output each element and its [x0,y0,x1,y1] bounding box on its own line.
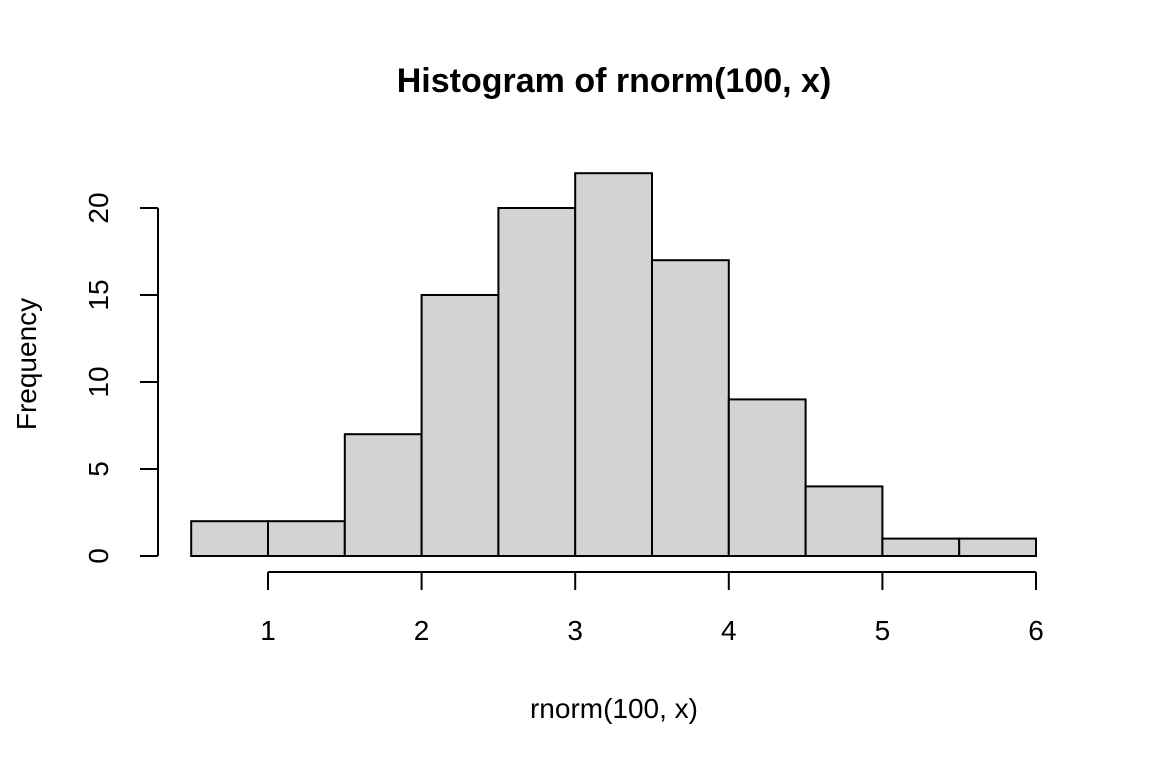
bars-group [190,172,1038,558]
y-tick-label: 0 [83,548,114,564]
x-axis-label: rnorm(100, x) [530,693,698,724]
y-axis: 0 5 10 15 20 [83,192,159,564]
y-tick-label: 10 [83,366,114,397]
histogram-bar-6 [574,172,654,557]
y-tick-label: 20 [83,192,114,223]
x-axis: 1 2 3 4 5 6 [260,571,1044,646]
histogram-bar-4 [420,294,500,557]
histogram-bar-5 [497,207,577,557]
x-tick-label: 5 [875,615,891,646]
histogram-bar-1 [190,520,269,558]
histogram-bar-8 [727,398,807,557]
x-tick-label: 6 [1028,615,1044,646]
x-tick-label: 3 [567,615,583,646]
chart-title: Histogram of rnorm(100, x) [397,62,832,100]
y-tick-label: 15 [83,279,114,310]
histogram-bar-3 [343,433,423,558]
x-tick-label: 2 [414,615,430,646]
y-tick-label: 5 [83,461,114,477]
x-tick-label: 4 [721,615,737,646]
y-axis-label: Frequency [11,298,42,430]
histogram-bar-10 [881,537,961,557]
histogram-bar-2 [267,520,346,558]
histogram-bar-9 [804,485,884,557]
x-tick-label: 1 [260,615,276,646]
histogram-bar-7 [651,259,730,557]
histogram-bar-11 [958,537,1038,557]
